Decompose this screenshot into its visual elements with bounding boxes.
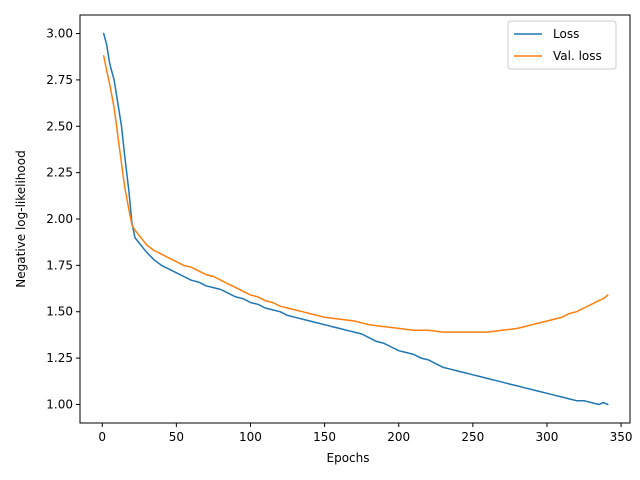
- x-axis-ticks: 0 50 100 150 200 250 300 350: [98, 423, 633, 444]
- y-tick-label: 2.00: [46, 212, 73, 226]
- x-axis-label: Epochs: [327, 451, 370, 465]
- legend-frame: [507, 20, 617, 70]
- y-tick-label: 2.25: [46, 166, 73, 180]
- y-tick-label: 1.50: [46, 305, 73, 319]
- y-axis-ticks: 1.00 1.25 1.50 1.75 2.00 2.25 2.50 2.75 3.00: [46, 27, 80, 411]
- x-tick-label: 200: [387, 430, 410, 444]
- y-tick-label: 3.00: [46, 27, 73, 41]
- y-tick-label: 1.00: [46, 397, 73, 411]
- legend: Loss Val. loss: [507, 20, 617, 70]
- y-tick-label: 2.50: [46, 119, 73, 133]
- y-axis-label: Negative log-likelihood: [14, 150, 28, 287]
- x-tick-label: 100: [239, 430, 262, 444]
- legend-label-val-loss: Val. loss: [553, 49, 602, 63]
- series-line-loss: [102, 32, 609, 406]
- y-tick-label: 1.25: [46, 351, 73, 365]
- x-tick-label: 150: [313, 430, 336, 444]
- x-tick-label: 350: [610, 430, 633, 444]
- x-tick-label: 50: [169, 430, 184, 444]
- x-tick-label: 0: [98, 430, 106, 444]
- series-line-val-loss: [102, 55, 609, 333]
- legend-label-loss: Loss: [553, 27, 579, 41]
- x-tick-label: 300: [536, 430, 559, 444]
- y-tick-label: 1.75: [46, 258, 73, 272]
- plot-area: [80, 15, 630, 423]
- x-tick-label: 250: [461, 430, 484, 444]
- series-layer: [102, 32, 609, 406]
- y-tick-label: 2.75: [46, 73, 73, 87]
